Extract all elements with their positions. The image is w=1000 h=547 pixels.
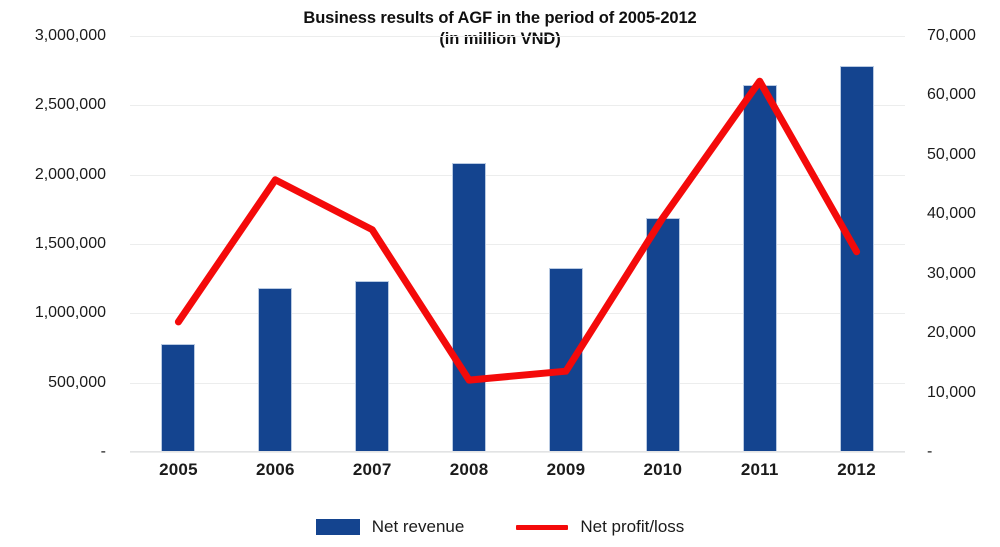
right-axis: 70,000 60,000 50,000 40,000 30,000 20,000 10,0… xyxy=(917,28,1000,460)
chart-title-line1: Business results of AGF in the period of… xyxy=(303,9,697,27)
bar-2008[interactable] xyxy=(452,163,487,452)
right-axis-tick: 20,000 xyxy=(927,324,976,342)
axis-baseline xyxy=(130,451,905,452)
right-axis-tick: 50,000 xyxy=(927,145,976,163)
right-axis-tick: 30,000 xyxy=(927,264,976,282)
right-axis-tick: 70,000 xyxy=(927,27,976,44)
gridline xyxy=(130,382,905,384)
left-axis-tick: 2,500,000 xyxy=(34,96,106,114)
bar-swatch-icon xyxy=(315,519,360,535)
right-axis-tick: 60,000 xyxy=(927,86,976,104)
left-axis-tick: 1,000,000 xyxy=(34,304,106,322)
plot-area xyxy=(130,36,905,453)
legend-label-net-profit-loss: Net profit/loss xyxy=(580,517,685,536)
x-axis-tick-2009: 2009 xyxy=(546,460,586,479)
x-axis-tick-2012: 2012 xyxy=(837,460,876,479)
gridline xyxy=(130,105,905,107)
x-axis-tick-2005: 2005 xyxy=(159,460,198,479)
line-swatch-icon xyxy=(516,524,569,530)
gridline xyxy=(130,313,905,315)
legend-item-net-profit-loss[interactable]: Net profit/loss xyxy=(516,517,684,537)
net-profit-loss-line xyxy=(174,77,861,384)
left-axis-tick: - xyxy=(100,443,106,460)
bar-2005[interactable] xyxy=(161,343,196,452)
bar-2011[interactable] xyxy=(742,85,777,452)
gridline xyxy=(130,36,905,37)
left-axis-tick: 1,500,000 xyxy=(34,235,106,252)
x-axis: 2005 2006 2007 2008 2009 2010 2011 2012 xyxy=(130,460,905,494)
line-series-net-profit-loss xyxy=(174,77,861,384)
x-axis-tick-2006: 2006 xyxy=(256,460,295,479)
left-axis-tick: 500,000 xyxy=(48,373,106,391)
gridline xyxy=(130,244,905,245)
legend-label-net-revenue: Net revenue xyxy=(371,517,465,536)
right-axis-tick: 40,000 xyxy=(927,205,976,223)
x-axis-tick-2007: 2007 xyxy=(352,460,392,479)
left-axis: 3,000,000 2,500,000 2,000,000 1,500,000 1,00… xyxy=(0,28,118,460)
x-axis-tick-2011: 2011 xyxy=(740,460,779,479)
legend-item-net-revenue[interactable]: Net revenue xyxy=(315,517,465,537)
x-axis-tick-2010: 2010 xyxy=(643,460,683,479)
bar-2012[interactable] xyxy=(839,65,874,452)
chart-legend: Net revenue Net profit/loss xyxy=(0,510,1000,544)
right-axis-tick: - xyxy=(927,443,933,460)
gridline xyxy=(130,174,905,176)
chart-title-line2: (in million VND) xyxy=(439,30,561,48)
gridline xyxy=(130,452,905,453)
chart-title: Business results of AGF in the period of… xyxy=(0,8,1000,50)
x-axis-tick-2008: 2008 xyxy=(449,460,489,479)
bar-2009[interactable] xyxy=(548,268,583,452)
right-axis-tick: 10,000 xyxy=(927,383,976,401)
left-axis-tick: 3,000,000 xyxy=(34,27,106,44)
left-axis-tick: 2,000,000 xyxy=(34,165,106,183)
bar-2007[interactable] xyxy=(355,281,390,452)
